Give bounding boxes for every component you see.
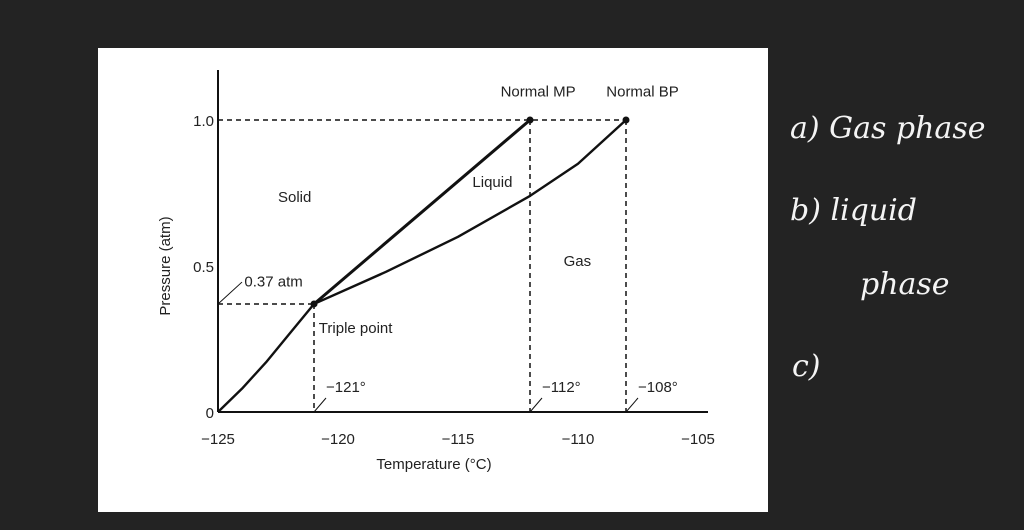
y-tick-label: 1.0 <box>193 113 214 130</box>
note-b-continued: phase <box>860 267 950 302</box>
triple-pressure-leader <box>217 281 243 305</box>
curve-liquid-gas <box>313 119 627 306</box>
note-c: c) <box>792 349 821 384</box>
region-label-gas: Gas <box>564 253 592 270</box>
normal-mp-label: Normal MP <box>501 84 576 101</box>
temperature-label-mp: −112° <box>542 379 581 396</box>
x-tick-label: −110 <box>562 431 595 448</box>
temperature-label-bp: −108° <box>638 379 678 396</box>
note-b: b) liquid <box>790 193 917 228</box>
x-axis-label: Temperature (°C) <box>376 456 491 473</box>
curve-solid-gas <box>217 303 315 413</box>
x-tick-label: −115 <box>442 431 475 448</box>
point-normal-mp <box>526 116 534 124</box>
normal-bp-label: Normal BP <box>606 84 679 101</box>
temperature-leader-bp <box>625 397 639 413</box>
x-tick-label: −120 <box>321 431 355 448</box>
y-tick-label: 0.5 <box>193 259 214 276</box>
region-label-liquid: Liquid <box>472 174 512 191</box>
point-triple-point <box>310 300 318 308</box>
temperature-leader-triple <box>313 397 327 413</box>
temperature-leader-mp <box>529 397 543 413</box>
phase-diagram-figure: −125 −120 −115 −110 −105 0 0.5 1.0 Temperature (… <box>98 48 768 512</box>
point-normal-bp <box>622 116 630 124</box>
region-label-solid: Solid <box>278 189 311 206</box>
y-axis-label: Pressure (atm) <box>157 216 174 315</box>
x-tick-label: −125 <box>201 431 235 448</box>
x-tick-label: −105 <box>681 431 715 448</box>
note-a: a) Gas phase <box>790 111 986 146</box>
y-tick-label: 0 <box>206 405 214 422</box>
temperature-label-triple: −121° <box>326 379 366 396</box>
triple-point-label: Triple point <box>319 320 393 337</box>
curve-solid-liquid <box>313 118 531 306</box>
triple-pressure-label: 0.37 atm <box>244 273 302 290</box>
phase-diagram-chart: −125 −120 −115 −110 −105 0 0.5 1.0 Temperature (… <box>157 70 715 473</box>
